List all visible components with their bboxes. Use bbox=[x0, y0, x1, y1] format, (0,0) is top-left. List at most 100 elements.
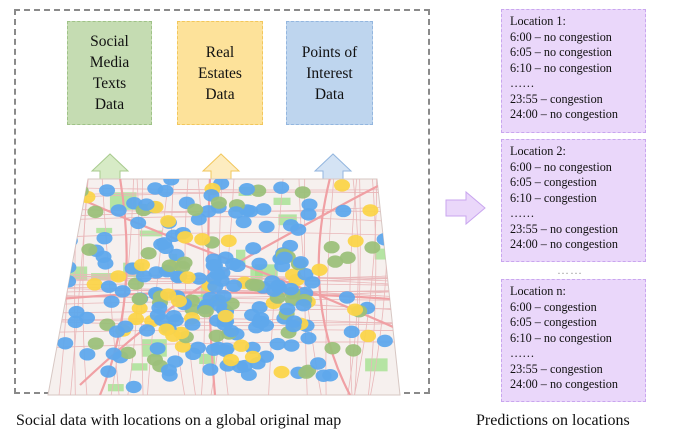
location-dot bbox=[167, 355, 184, 368]
location-dot bbox=[264, 275, 281, 288]
location-dot bbox=[165, 310, 182, 323]
location-dot bbox=[185, 347, 202, 361]
location-dot bbox=[217, 309, 234, 323]
location-dots bbox=[52, 179, 393, 394]
location-dot bbox=[220, 234, 237, 248]
location-dot bbox=[338, 291, 355, 304]
location-dot bbox=[206, 271, 223, 285]
location-dot bbox=[110, 204, 127, 217]
park-patch bbox=[107, 384, 124, 392]
location-dot bbox=[334, 179, 351, 192]
location-dot bbox=[190, 213, 207, 226]
panel-row: 6:10 – no congestion bbox=[510, 330, 612, 345]
location-dot bbox=[343, 325, 360, 339]
location-dot bbox=[269, 337, 286, 351]
panel-title: Location 1: bbox=[510, 14, 566, 28]
location-dot bbox=[135, 270, 152, 283]
panel-row: 23:55 – no congestion bbox=[510, 221, 618, 236]
location-dot bbox=[242, 205, 259, 218]
location-dot bbox=[149, 308, 166, 322]
location-dot bbox=[160, 215, 177, 228]
location-dot bbox=[301, 198, 318, 211]
location-dot bbox=[226, 279, 243, 292]
location-dot bbox=[130, 216, 147, 230]
location-dot bbox=[105, 347, 122, 360]
panel-row: 6:00 – congestion bbox=[510, 299, 597, 314]
location-dot bbox=[79, 348, 96, 361]
park-patch bbox=[96, 227, 113, 234]
minor-road bbox=[69, 179, 89, 395]
location-dot bbox=[229, 259, 246, 273]
location-dot bbox=[170, 294, 187, 308]
location-dot bbox=[139, 324, 156, 337]
location-dot bbox=[217, 251, 234, 264]
location-dot bbox=[284, 268, 301, 282]
location-dot bbox=[120, 346, 137, 360]
minor-road bbox=[353, 179, 378, 395]
location-dot bbox=[364, 241, 381, 254]
panel-row: 6:00 – no congestion bbox=[510, 159, 612, 174]
panel-ellipsis: …… bbox=[510, 76, 535, 90]
location-dot bbox=[283, 339, 300, 352]
panel-row: 6:05 – congestion bbox=[510, 315, 597, 329]
location-dot bbox=[235, 215, 252, 229]
location-dot bbox=[99, 184, 116, 197]
panel-title: Location 2: bbox=[510, 144, 566, 158]
location-dot bbox=[131, 302, 148, 315]
minor-road bbox=[346, 179, 359, 395]
location-dot bbox=[100, 280, 117, 293]
location-dot bbox=[222, 353, 239, 367]
right-caption: Predictions on locations bbox=[476, 412, 630, 429]
location-dot bbox=[68, 305, 85, 319]
location-dot bbox=[100, 365, 117, 378]
location-dot bbox=[300, 208, 317, 221]
prediction-panel-n: Location n: 6:00 – congestion 6:05 – con… bbox=[501, 279, 646, 402]
location-dot bbox=[376, 334, 393, 348]
location-dot bbox=[96, 231, 113, 245]
location-dot bbox=[187, 203, 204, 216]
panel-row: 6:00 – no congestion bbox=[510, 29, 612, 44]
location-dot bbox=[57, 337, 74, 350]
location-dot bbox=[244, 278, 261, 291]
location-dot bbox=[81, 243, 98, 256]
location-dot bbox=[282, 219, 299, 232]
location-dot bbox=[362, 204, 379, 217]
location-dot bbox=[311, 263, 328, 277]
location-dot bbox=[251, 257, 268, 271]
location-dot bbox=[236, 359, 253, 373]
panel-title: Location n: bbox=[510, 284, 566, 298]
panel-row: 6:05 – congestion bbox=[510, 175, 597, 189]
minor-road bbox=[48, 216, 400, 223]
location-dot bbox=[161, 259, 178, 272]
location-dot bbox=[156, 237, 173, 250]
location-dot bbox=[117, 320, 134, 333]
right-arrow-icon bbox=[445, 190, 486, 226]
location-dot bbox=[276, 251, 293, 265]
location-dot bbox=[245, 242, 262, 255]
location-dot bbox=[292, 256, 309, 269]
location-dot bbox=[360, 329, 377, 343]
location-dot bbox=[86, 278, 103, 291]
location-dot bbox=[87, 205, 104, 219]
minor-road bbox=[353, 179, 361, 395]
location-dot bbox=[294, 186, 311, 199]
park-patch bbox=[235, 249, 246, 265]
location-dot bbox=[194, 233, 211, 246]
location-dot bbox=[205, 343, 222, 356]
location-dot bbox=[210, 196, 227, 209]
panel-ellipsis: …… bbox=[510, 346, 535, 360]
location-dot bbox=[295, 299, 312, 312]
park-patch bbox=[365, 358, 388, 372]
location-dot bbox=[176, 256, 193, 269]
location-dot bbox=[298, 366, 315, 379]
minor-road bbox=[48, 232, 400, 239]
location-dot bbox=[233, 339, 250, 352]
location-dot bbox=[125, 380, 142, 394]
location-dot bbox=[208, 329, 225, 343]
minor-road bbox=[367, 179, 377, 395]
between-ellipsis: …… bbox=[557, 263, 583, 277]
panel-row: 23:55 – congestion bbox=[510, 91, 603, 106]
location-dot bbox=[324, 341, 341, 355]
